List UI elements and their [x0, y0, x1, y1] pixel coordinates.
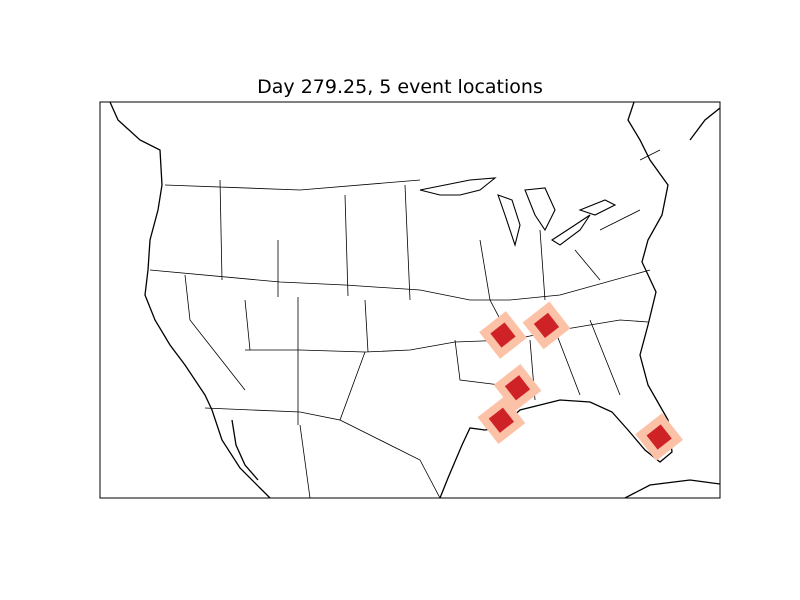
event-core	[490, 322, 516, 348]
coastline	[109, 102, 720, 498]
event-core	[646, 424, 672, 450]
event-core	[533, 312, 560, 339]
great-lakes	[419, 177, 617, 247]
event-core	[504, 375, 531, 401]
event-core	[488, 407, 515, 433]
event-markers	[477, 301, 684, 461]
map-title: Day 279.25, 5 event locations	[257, 76, 543, 98]
map-frame	[99, 101, 721, 499]
event-marker-5	[635, 413, 684, 461]
event-marker-2	[522, 301, 571, 350]
event-marker-4	[477, 396, 526, 445]
event-marker-1	[479, 311, 527, 359]
state-borders	[149, 149, 661, 498]
